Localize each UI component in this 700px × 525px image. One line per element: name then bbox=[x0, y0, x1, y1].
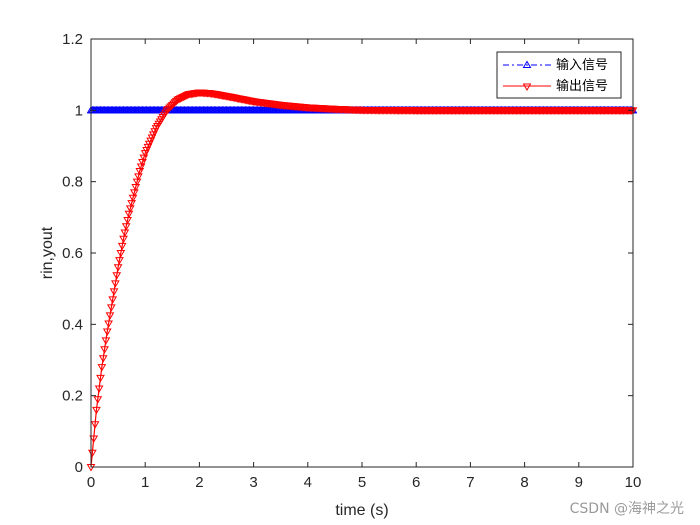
watermark: CSDN @海神之光 bbox=[570, 501, 684, 517]
series-output-point bbox=[124, 210, 134, 219]
x-tick-label: 0 bbox=[87, 474, 95, 491]
series-output-point bbox=[90, 421, 100, 429]
series-output-point bbox=[100, 346, 109, 354]
plot-area bbox=[91, 39, 633, 467]
x-tick-label: 7 bbox=[466, 474, 474, 491]
legend-label-output: 输出信号 bbox=[556, 78, 608, 94]
x-tick-label: 5 bbox=[358, 474, 366, 491]
series-output-point bbox=[94, 385, 104, 394]
series-output-point bbox=[106, 304, 116, 312]
y-tick-label: 1 bbox=[75, 102, 83, 119]
series-output-point bbox=[131, 184, 141, 192]
series-output-point bbox=[120, 229, 130, 237]
legend-box bbox=[496, 51, 622, 99]
y-tick-label: 0.8 bbox=[62, 174, 83, 191]
series-output-point bbox=[113, 264, 123, 272]
x-tick-label: 1 bbox=[141, 474, 149, 491]
x-tick-label: 9 bbox=[575, 474, 583, 491]
y-tick-label: 1.2 bbox=[62, 31, 83, 48]
series-output-point bbox=[93, 396, 103, 404]
series-output-point bbox=[89, 435, 99, 443]
legend-marker-output bbox=[522, 83, 532, 91]
y-axis-label: rin,yout bbox=[39, 226, 56, 279]
series-output-point bbox=[115, 257, 124, 265]
legend-marker-input bbox=[522, 60, 532, 68]
series-output-point bbox=[134, 173, 143, 181]
series-output-point bbox=[119, 235, 128, 244]
series-output-point bbox=[129, 189, 139, 197]
x-tick-label: 6 bbox=[412, 474, 420, 491]
x-tick-label: 2 bbox=[195, 474, 203, 491]
x-axis-label: time (s) bbox=[335, 502, 388, 519]
series-output-point bbox=[109, 288, 119, 296]
series-output-point bbox=[127, 200, 137, 208]
x-axis-ticks: 0 1 2 3 4 5 6 7 8 9 10 bbox=[87, 39, 642, 491]
series-output-point bbox=[112, 272, 122, 280]
series-output-point bbox=[132, 178, 142, 187]
y-tick-label: 0 bbox=[75, 459, 83, 476]
series-output-point bbox=[121, 223, 131, 231]
series-output-point bbox=[123, 217, 132, 225]
series-output-point bbox=[92, 406, 101, 415]
series-output-point bbox=[98, 355, 108, 363]
series-output-point bbox=[105, 312, 115, 320]
series-output-point bbox=[116, 250, 126, 258]
series-output-point bbox=[101, 337, 111, 345]
series-output-point bbox=[108, 296, 118, 304]
series-output-point bbox=[104, 320, 113, 328]
series-output-point bbox=[125, 205, 135, 213]
series-output-point bbox=[128, 194, 138, 203]
series-output-point bbox=[102, 328, 112, 336]
series-output-point bbox=[111, 280, 120, 288]
y-tick-label: 0.6 bbox=[62, 245, 83, 262]
y-axis-ticks: 0 0.2 0.4 0.6 0.8 1 1.2 bbox=[62, 31, 633, 476]
x-tick-label: 3 bbox=[249, 474, 257, 491]
legend-label-input: 输入信号 bbox=[556, 57, 608, 73]
x-tick-label: 10 bbox=[625, 474, 642, 491]
y-tick-label: 0.2 bbox=[62, 388, 83, 405]
series-output bbox=[86, 89, 638, 472]
x-tick-label: 8 bbox=[520, 474, 528, 491]
series-output-point bbox=[117, 242, 127, 251]
legend: 输入信号 输出信号 bbox=[496, 51, 622, 99]
x-tick-label: 4 bbox=[304, 474, 312, 491]
y-tick-label: 0.4 bbox=[62, 316, 83, 333]
series-layer bbox=[86, 89, 638, 472]
series-output-point bbox=[97, 364, 107, 372]
series-output-point bbox=[96, 374, 105, 383]
